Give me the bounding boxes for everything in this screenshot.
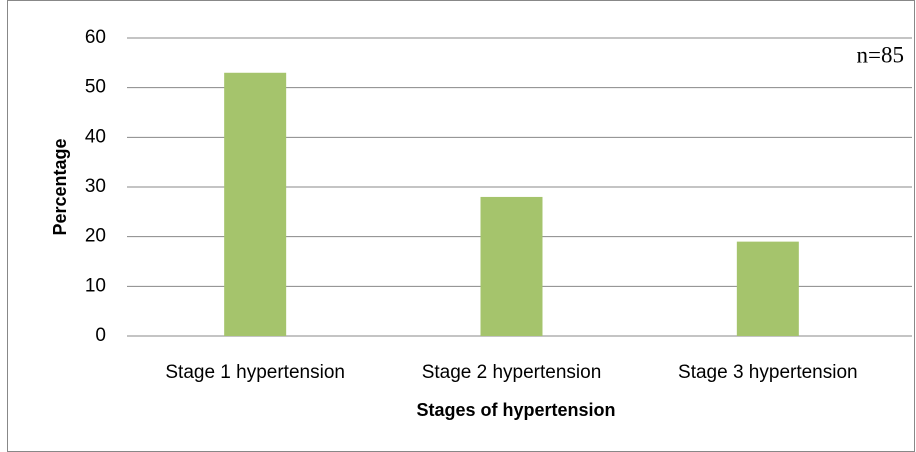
- y-tick-label: 60: [85, 27, 106, 48]
- y-tick-label: 50: [85, 77, 106, 98]
- y-axis-label: Percentage: [50, 138, 70, 235]
- x-tick-label: Stage 1 hypertension: [165, 362, 345, 383]
- chart-frame: [7, 0, 915, 452]
- y-tick-label: 10: [85, 275, 106, 296]
- y-tick-label: 0: [95, 325, 106, 346]
- x-tick-label: Stage 2 hypertension: [422, 362, 602, 383]
- bar: [480, 196, 543, 336]
- bar: [736, 241, 799, 336]
- x-axis-label: Stages of hypertension: [416, 400, 615, 420]
- bar: [224, 72, 287, 337]
- y-tick-label: 40: [85, 126, 106, 147]
- y-tick-label: 30: [85, 176, 106, 197]
- annotation: n=85: [857, 42, 904, 67]
- x-tick-label: Stage 3 hypertension: [678, 362, 858, 383]
- y-tick-label: 20: [85, 226, 106, 247]
